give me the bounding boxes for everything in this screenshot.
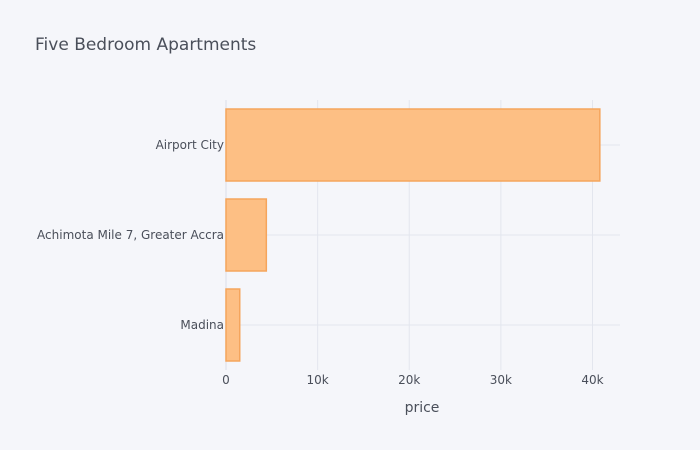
bar[interactable] [225,198,268,272]
y-tick-label: Achimota Mile 7, Greater Accra [37,228,224,242]
y-tick-label: Airport City [156,138,224,152]
x-tick-label: 0 [222,373,230,387]
x-tick-label: 10k [307,373,329,387]
bars-layer [225,108,601,362]
x-tick-layer: 0 10k 20k 30k 40k [222,373,603,387]
bar[interactable] [225,108,601,182]
x-axis-title: price [405,400,440,416]
bar[interactable] [225,288,241,362]
chart-title: Five Bedroom Apartments [35,35,256,55]
y-tick-layer: Airport City Achimota Mile 7, Greater Acc… [37,138,224,332]
x-tick-label: 30k [490,373,512,387]
x-tick-label: 20k [398,373,420,387]
y-tick-label: Madina [180,318,224,332]
x-tick-label: 40k [581,373,603,387]
